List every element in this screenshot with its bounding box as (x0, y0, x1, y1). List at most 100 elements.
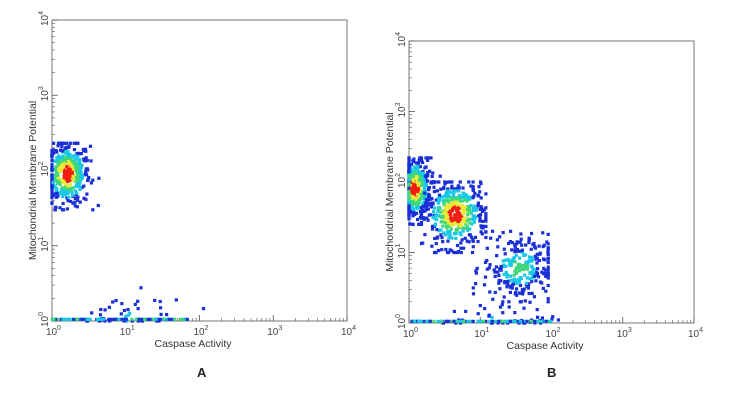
scatter-point (108, 319, 112, 323)
scatter-point (478, 304, 482, 308)
scatter-point (75, 167, 79, 171)
scatter-point (508, 240, 512, 244)
scatter-point (73, 158, 77, 162)
scatter-point (419, 205, 424, 210)
scatter-point (494, 265, 498, 269)
scatter-point (71, 186, 75, 190)
scatter-point (445, 214, 449, 218)
scatter-point (442, 231, 446, 235)
scatter-point (413, 189, 417, 193)
scatter-point (409, 189, 413, 193)
scatter-point (507, 241, 511, 246)
scatter-point (530, 231, 534, 236)
scatter-point (59, 169, 63, 173)
scatter-point (457, 185, 461, 189)
scatter-point (411, 159, 415, 163)
scatter-point (459, 214, 463, 218)
scatter-point (83, 159, 87, 163)
scatter-point (128, 311, 132, 315)
scatter-point (58, 160, 62, 164)
scatter-point (81, 147, 85, 152)
scatter-point (453, 250, 457, 255)
scatter-point (108, 317, 112, 321)
scatter-point (542, 243, 546, 247)
scatter-point (523, 299, 527, 303)
scatter-point (137, 317, 141, 321)
scatter-point (427, 193, 431, 197)
scatter-point (407, 186, 411, 190)
scatter-point (459, 321, 463, 325)
scatter-point (533, 254, 537, 258)
scatter-point (74, 317, 78, 321)
x-tick-label: 102 (546, 327, 561, 340)
scatter-point (56, 164, 61, 168)
scatter-point (424, 207, 428, 211)
scatter-point (533, 321, 537, 325)
scatter-point (542, 272, 546, 276)
scatter-point (151, 317, 155, 321)
scatter-point (124, 314, 128, 318)
scatter-point (441, 321, 445, 325)
scatter-point (419, 213, 424, 217)
scatter-point (436, 319, 440, 323)
scatter-point (140, 319, 144, 323)
scatter-point (517, 321, 521, 325)
scatter-point (50, 148, 54, 153)
scatter-point (437, 200, 441, 204)
scatter-point (201, 307, 206, 311)
scatter-point (463, 236, 467, 240)
scatter-point (471, 209, 475, 213)
scatter-point (439, 187, 443, 191)
scatter-point (502, 295, 506, 299)
scatter-point (432, 180, 436, 184)
scatter-point (446, 192, 450, 196)
scatter-point (409, 175, 413, 179)
scatter-point (520, 319, 525, 323)
scatter-point (417, 161, 421, 165)
scatter-point (54, 149, 58, 153)
scatter-point (550, 317, 554, 321)
scatter-point (480, 206, 484, 210)
scatter-point (113, 317, 117, 321)
scatter-point (424, 201, 428, 205)
scatter-point (417, 222, 421, 226)
scatter-point (67, 173, 71, 177)
scatter-point (107, 305, 111, 309)
scatter-point (452, 202, 457, 206)
scatter-point (407, 197, 411, 201)
scatter-point (76, 141, 80, 145)
scatter-point (556, 318, 560, 322)
scatter-point (479, 182, 483, 186)
scatter-point (422, 319, 426, 323)
scatter-point (430, 227, 435, 231)
scatter-point (407, 172, 411, 176)
scatter-point (524, 281, 529, 285)
scatter-point (434, 250, 438, 255)
scatter-point (519, 291, 523, 295)
scatter-point (501, 231, 505, 235)
scatter-point (447, 219, 451, 224)
scatter-point (521, 267, 526, 271)
scatter-point (487, 313, 491, 317)
scatter-point (65, 165, 69, 169)
scatter-point (544, 271, 549, 276)
scatter-point (54, 195, 58, 199)
scatter-point (60, 156, 64, 160)
scatter-point (535, 308, 539, 312)
scatter-point (453, 189, 458, 193)
scatter-point (69, 158, 73, 162)
scatter-point (68, 183, 72, 187)
scatter-point (414, 161, 418, 165)
scatter-point (54, 205, 58, 209)
scatter-point (484, 230, 488, 234)
scatter-point (499, 279, 503, 283)
scatter-point (472, 220, 476, 224)
scatter-point (505, 275, 509, 279)
scatter-point (67, 317, 72, 321)
scatter-point (65, 172, 69, 176)
scatter-point (55, 192, 59, 196)
scatter-point (419, 156, 423, 160)
scatter-point (511, 279, 515, 283)
scatter-point (507, 305, 511, 309)
